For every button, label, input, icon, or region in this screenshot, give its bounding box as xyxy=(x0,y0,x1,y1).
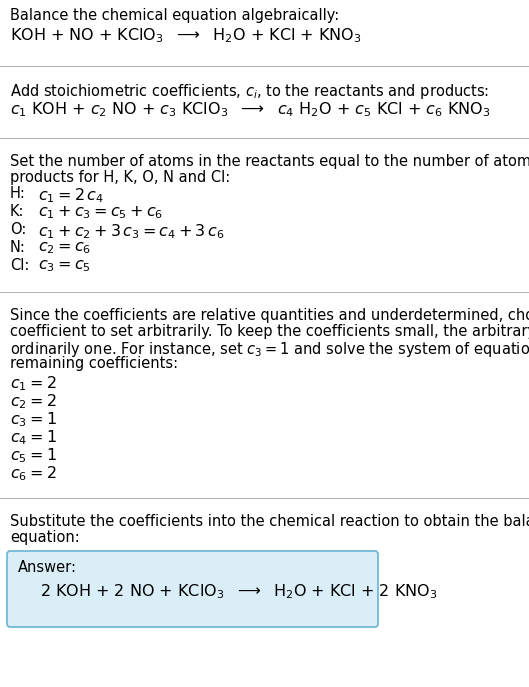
Text: $c_1 = 2$: $c_1 = 2$ xyxy=(10,374,57,393)
Text: N:: N: xyxy=(10,240,26,255)
Text: $c_2 = c_6$: $c_2 = c_6$ xyxy=(38,240,91,256)
FancyBboxPatch shape xyxy=(7,551,378,627)
Text: equation:: equation: xyxy=(10,530,80,545)
Text: products for H, K, O, N and Cl:: products for H, K, O, N and Cl: xyxy=(10,170,230,185)
Text: Cl:: Cl: xyxy=(10,258,30,273)
Text: K:: K: xyxy=(10,204,24,219)
Text: $c_2 = 2$: $c_2 = 2$ xyxy=(10,392,57,411)
Text: Answer:: Answer: xyxy=(18,560,77,575)
Text: $c_1 + c_3 = c_5 + c_6$: $c_1 + c_3 = c_5 + c_6$ xyxy=(38,204,163,221)
Text: $c_4 = 1$: $c_4 = 1$ xyxy=(10,428,57,447)
Text: Set the number of atoms in the reactants equal to the number of atoms in the: Set the number of atoms in the reactants… xyxy=(10,154,529,169)
Text: $c_5 = 1$: $c_5 = 1$ xyxy=(10,446,57,464)
Text: O:: O: xyxy=(10,222,26,237)
Text: Add stoichiometric coefficients, $c_i$, to the reactants and products:: Add stoichiometric coefficients, $c_i$, … xyxy=(10,82,489,101)
Text: 2 KOH + 2 NO + KClO$_3$  $\longrightarrow$  H$_2$O + KCl + 2 KNO$_3$: 2 KOH + 2 NO + KClO$_3$ $\longrightarrow… xyxy=(40,582,437,600)
Text: H:: H: xyxy=(10,186,26,201)
Text: KOH + NO + KClO$_3$  $\longrightarrow$  H$_2$O + KCl + KNO$_3$: KOH + NO + KClO$_3$ $\longrightarrow$ H$… xyxy=(10,26,362,45)
Text: $c_3 = c_5$: $c_3 = c_5$ xyxy=(38,258,91,273)
Text: Substitute the coefficients into the chemical reaction to obtain the balanced: Substitute the coefficients into the che… xyxy=(10,514,529,529)
Text: $c_1 = 2\,c_4$: $c_1 = 2\,c_4$ xyxy=(38,186,104,205)
Text: Since the coefficients are relative quantities and underdetermined, choose a: Since the coefficients are relative quan… xyxy=(10,308,529,323)
Text: $c_6 = 2$: $c_6 = 2$ xyxy=(10,464,57,483)
Text: $c_1 + c_2 + 3\,c_3 = c_4 + 3\,c_6$: $c_1 + c_2 + 3\,c_3 = c_4 + 3\,c_6$ xyxy=(38,222,225,240)
Text: remaining coefficients:: remaining coefficients: xyxy=(10,356,178,371)
Text: $c_3 = 1$: $c_3 = 1$ xyxy=(10,410,57,429)
Text: $c_1$ KOH + $c_2$ NO + $c_3$ KClO$_3$  $\longrightarrow$  $c_4$ H$_2$O + $c_5$ K: $c_1$ KOH + $c_2$ NO + $c_3$ KClO$_3$ $\… xyxy=(10,100,490,119)
Text: coefficient to set arbitrarily. To keep the coefficients small, the arbitrary va: coefficient to set arbitrarily. To keep … xyxy=(10,324,529,339)
Text: Balance the chemical equation algebraically:: Balance the chemical equation algebraica… xyxy=(10,8,339,23)
Text: ordinarily one. For instance, set $c_3 = 1$ and solve the system of equations fo: ordinarily one. For instance, set $c_3 =… xyxy=(10,340,529,359)
